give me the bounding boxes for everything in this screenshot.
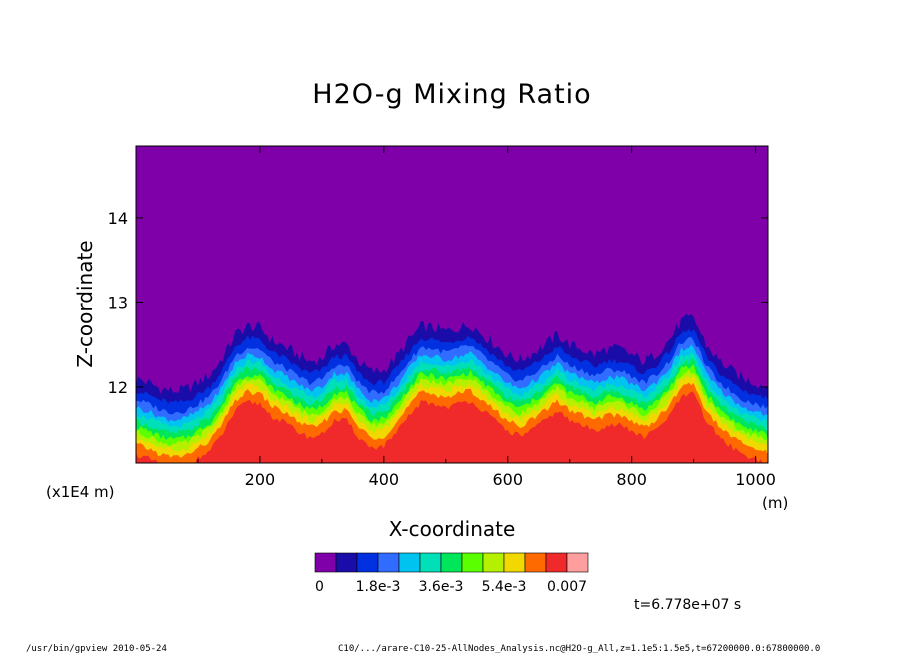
x-tick-label: 800 (616, 470, 647, 489)
contour-level-11 (136, 391, 768, 463)
x-tick-label: 1000 (735, 470, 776, 489)
x-unit-label: (m) (762, 494, 788, 512)
x-axis: 200 400 600 800 1000 (197, 146, 776, 489)
colorbar-tick-label: 5.4e-3 (482, 579, 527, 595)
x-tick-label: 200 (245, 470, 276, 489)
y-axis: 12 13 14 (108, 209, 768, 397)
y-scale-note: (x1E4 m) (46, 483, 115, 501)
colorbar-swatch (419, 552, 442, 573)
x-tick-label: 400 (369, 470, 400, 489)
chart-title: H2O-g Mixing Ratio (312, 79, 591, 110)
colorbar-swatch (356, 552, 379, 573)
y-tick-label: 12 (108, 378, 128, 397)
colorbar-swatch (314, 552, 337, 573)
colorbar-tick-label: 1.8e-3 (356, 579, 401, 595)
colorbar-tick-label: 3.6e-3 (419, 579, 464, 595)
x-tick-label: 600 (492, 470, 523, 489)
y-tick-label: 14 (108, 209, 128, 228)
footer-left: /usr/bin/gpview 2010-05-24 (26, 644, 167, 654)
y-axis-label: Z-coordinate (73, 240, 97, 367)
colorbar-swatch (440, 552, 463, 573)
colorbar-swatch (482, 552, 505, 573)
colorbar (314, 552, 589, 573)
plot-frame (135, 145, 769, 464)
time-label: t=6.778e+07 s (634, 597, 741, 613)
footer-right: C10/.../arare-C10-25-AllNodes_Analysis.n… (338, 644, 820, 654)
colorbar-tick-label: 0.007 (547, 579, 587, 595)
colorbar-swatch (461, 552, 484, 573)
colorbar-swatch (566, 552, 589, 573)
y-tick-label: 13 (108, 293, 128, 312)
colorbar-tick-label: 0 (315, 579, 324, 595)
colorbar-swatch (524, 552, 547, 573)
colorbar-swatch (503, 552, 526, 573)
colorbar-swatch (398, 552, 421, 573)
colorbar-swatch (377, 552, 400, 573)
colorbar-swatch (335, 552, 358, 573)
heatmap-field (136, 146, 768, 463)
x-axis-label: X-coordinate (389, 517, 516, 541)
colorbar-tick-labels: 0 1.8e-3 3.6e-3 5.4e-3 0.007 (315, 579, 587, 595)
colorbar-swatch (545, 552, 568, 573)
